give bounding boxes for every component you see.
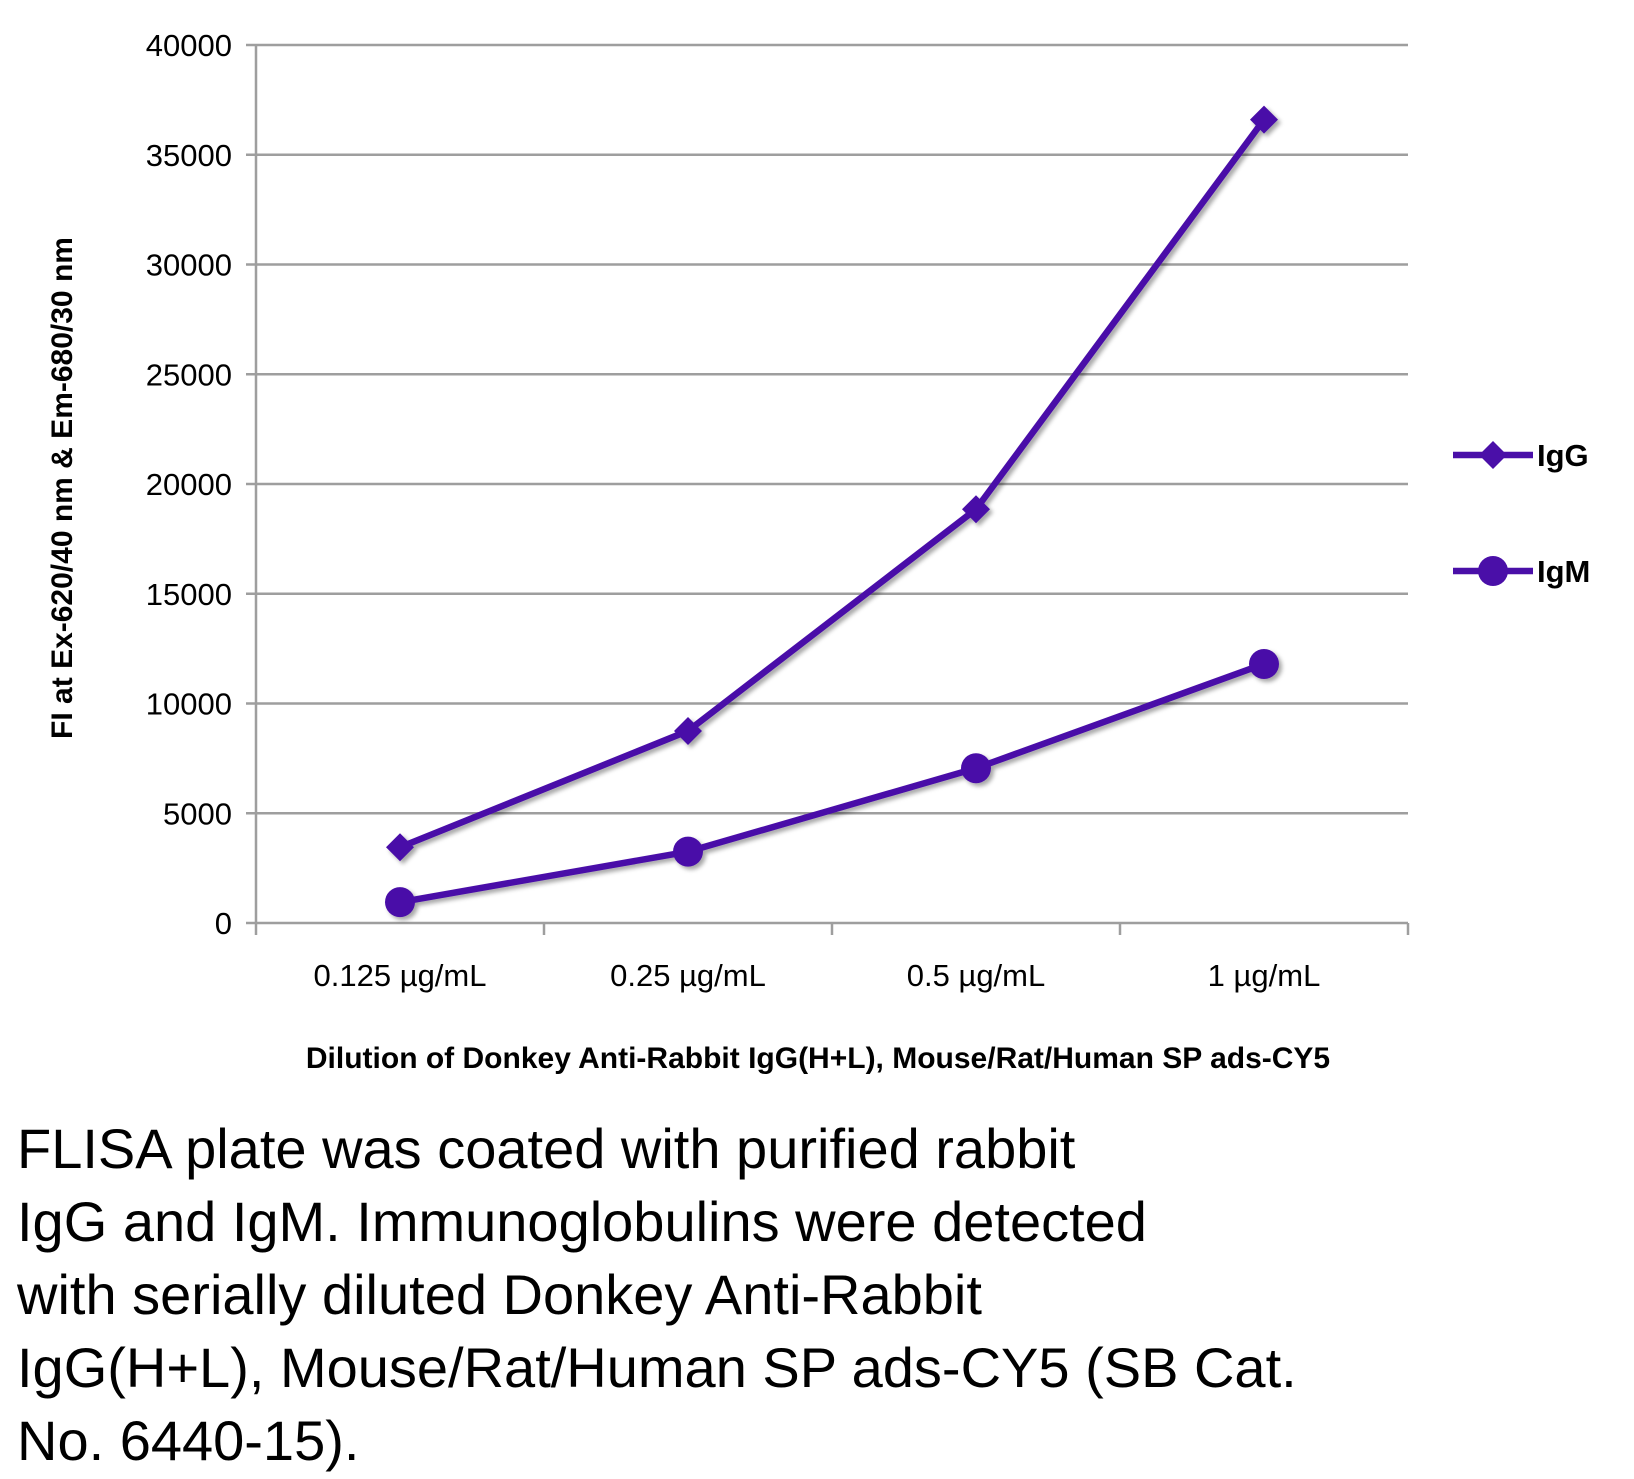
- series-igm: [385, 648, 1279, 918]
- series-line-igg: [398, 117, 1267, 851]
- series-igg: [386, 105, 1278, 862]
- y-tick-label: 10000: [146, 687, 232, 722]
- legend-label: IgM: [1537, 554, 1590, 589]
- figure-caption: FLISA plate was coated with purified rab…: [17, 1117, 1297, 1472]
- x-tick-labels: 0.125 µg/mL 0.25 µg/mL 0.5 µg/mL 1 µg/mL: [314, 958, 1321, 993]
- y-tick-label: 15000: [146, 577, 232, 612]
- series-layer: [385, 105, 1279, 918]
- data-point-igg: [1250, 105, 1278, 134]
- legend-item-igm: IgM: [1453, 554, 1590, 589]
- x-tick-label: 0.5 µg/mL: [907, 958, 1046, 993]
- legend-marker-igg: [1479, 441, 1507, 469]
- x-tick-label: 0.125 µg/mL: [314, 958, 487, 993]
- data-point-igm: [961, 753, 991, 784]
- y-tick-label: 20000: [146, 467, 232, 502]
- y-tick-labels: 0 5000 10000 15000 20000 25000 30000 35000 40000: [146, 28, 232, 941]
- x-tick-label: 1 µg/mL: [1208, 958, 1321, 993]
- legend-label: IgG: [1537, 438, 1589, 473]
- data-point-igg: [674, 716, 702, 745]
- data-point-igg: [386, 833, 414, 862]
- axes: [246, 43, 1410, 935]
- data-point-igg: [962, 495, 990, 524]
- elisa-line-chart: 0 5000 10000 15000 20000 25000 30000 35000 40000…: [46, 28, 1590, 1075]
- legend: IgG IgM: [1453, 438, 1590, 589]
- gridlines: [256, 43, 1408, 815]
- series-line-igm: [399, 660, 1266, 906]
- x-tick-label: 0.25 µg/mL: [610, 958, 766, 993]
- y-tick-label: 30000: [146, 248, 232, 283]
- y-tick-label: 25000: [146, 357, 232, 392]
- y-tick-label: 0: [215, 906, 232, 941]
- data-point-igm: [1249, 648, 1279, 679]
- y-axis-title: FI at Ex-620/40 nm & Em-680/30 nm: [46, 237, 79, 739]
- y-tick-label: 5000: [163, 796, 232, 831]
- y-tick-label: 35000: [146, 138, 232, 173]
- data-point-igm: [385, 887, 415, 918]
- y-tick-label: 40000: [146, 28, 232, 63]
- x-axis-title: Dilution of Donkey Anti-Rabbit IgG(H+L),…: [306, 1042, 1330, 1075]
- legend-marker-igm: [1478, 556, 1508, 586]
- legend-item-igg: IgG: [1453, 438, 1589, 473]
- data-point-igm: [673, 836, 703, 867]
